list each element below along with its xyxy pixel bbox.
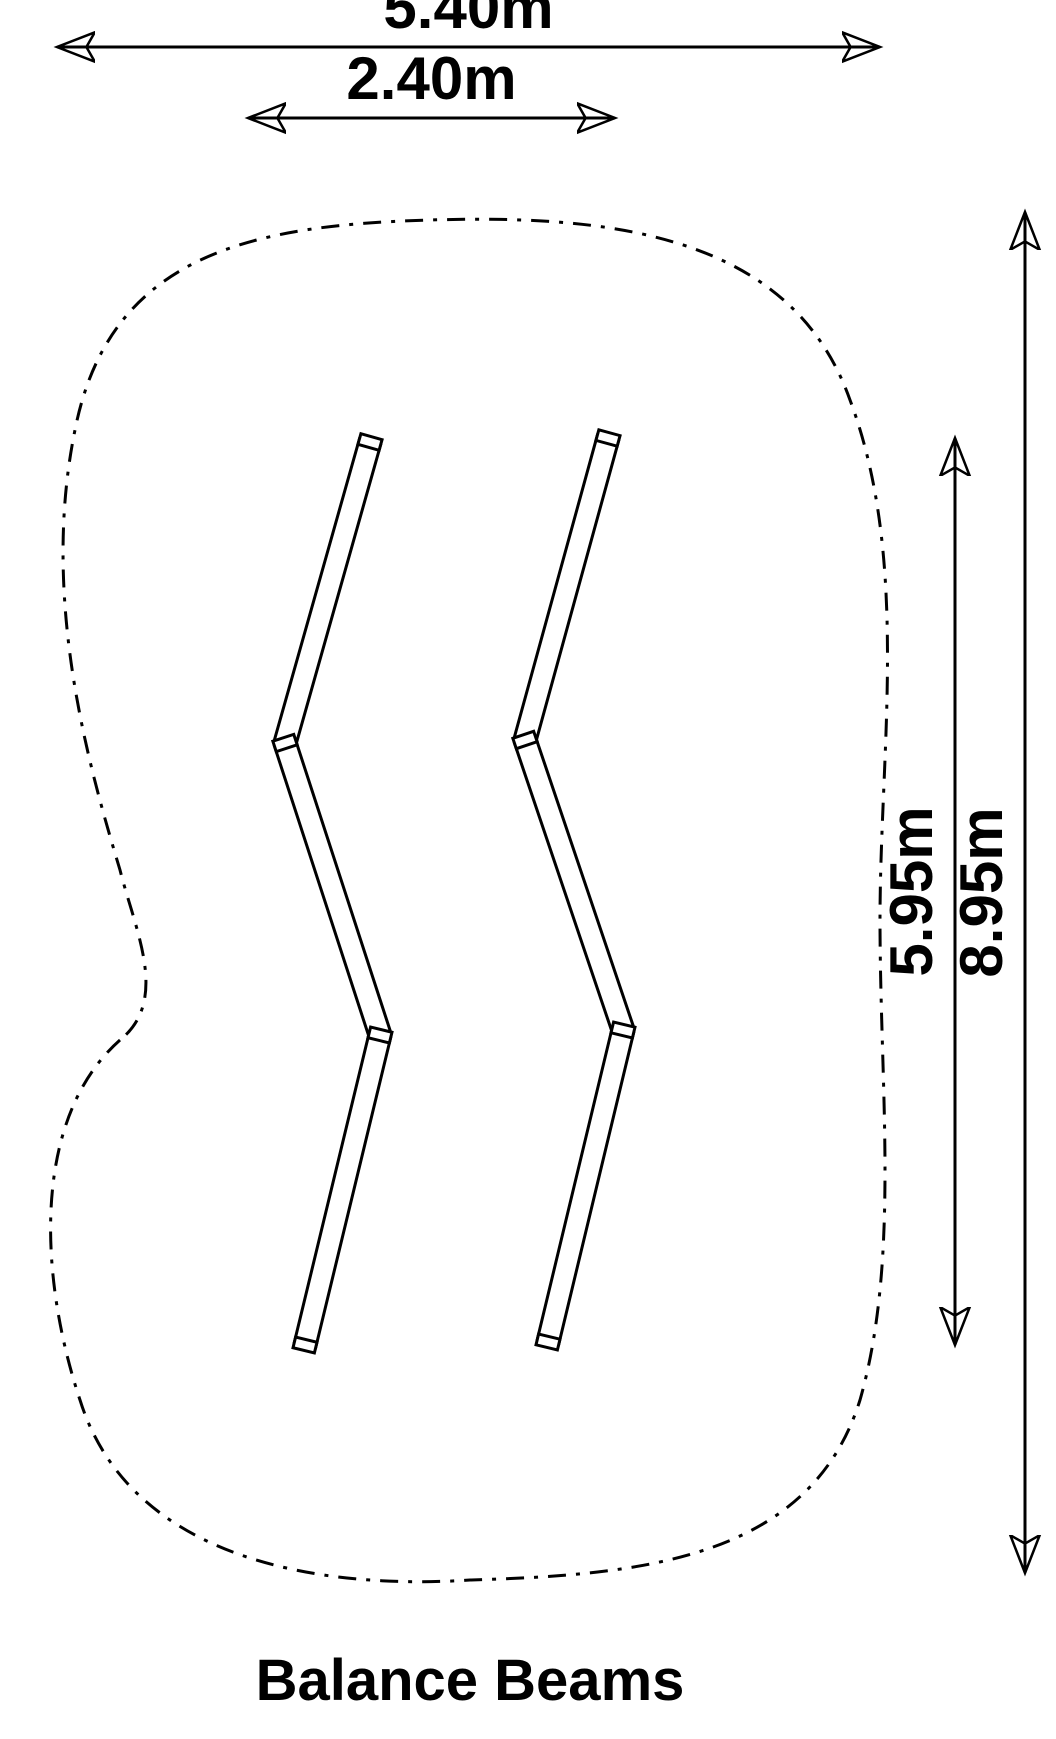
dim-inner-width-label: 2.40m — [346, 45, 516, 112]
dim-top-outer: 5.40m — [57, 0, 880, 47]
dim-right-outer: 8.95m — [948, 212, 1025, 1573]
plan-drawing: 5.40m 2.40m 8.95m 5.95m Balance Beams — [0, 0, 1056, 1739]
dim-outer-height-label: 8.95m — [948, 807, 1015, 977]
dim-top-inner: 2.40m — [248, 45, 615, 118]
beam-left — [273, 434, 392, 1353]
beam-right — [513, 430, 635, 1350]
beam-segment — [274, 439, 380, 746]
safety-zone-outline — [51, 219, 888, 1581]
dim-right-inner: 5.95m — [878, 438, 955, 1345]
diagram-title: Balance Beams — [256, 1648, 685, 1713]
dim-outer-width-label: 5.40m — [383, 0, 553, 41]
beam-segment — [537, 1027, 633, 1344]
beam-segment — [294, 1032, 390, 1347]
beam-segment — [514, 435, 618, 743]
beam-segment — [275, 740, 391, 1039]
dim-inner-height-label: 5.95m — [878, 806, 945, 976]
beam-segment — [515, 736, 634, 1033]
